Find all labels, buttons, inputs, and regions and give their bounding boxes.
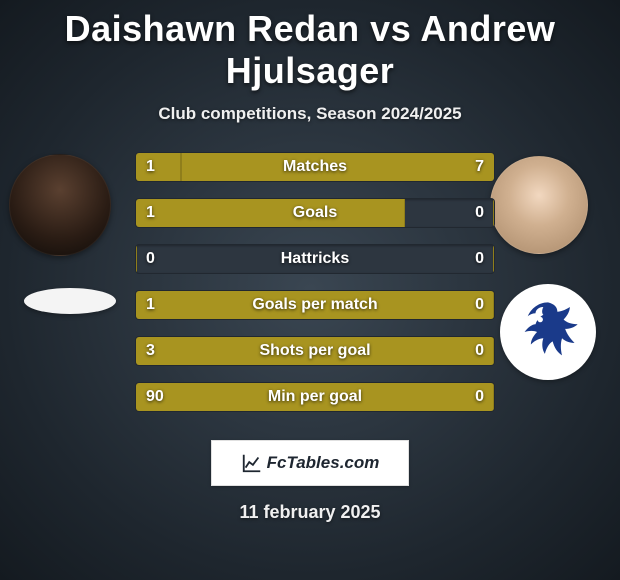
metric-row: 10Goals per match: [135, 290, 495, 320]
metric-fill-left: [136, 245, 137, 273]
metric-fill-left: [136, 199, 405, 227]
brand-text: FcTables.com: [267, 453, 380, 473]
metric-bars: 17Matches10Goals00Hattricks10Goals per m…: [135, 152, 495, 428]
metric-fill-left: [136, 383, 494, 411]
metric-fill-left: [136, 337, 494, 365]
player-left-avatar: [9, 154, 111, 256]
brand-logo: FcTables.com: [241, 452, 380, 474]
metric-row: 30Shots per goal: [135, 336, 495, 366]
date-text: 11 february 2025: [0, 502, 620, 523]
metric-value-right: 0: [465, 245, 494, 273]
metric-row: 10Goals: [135, 198, 495, 228]
chart-icon: [241, 452, 263, 474]
metric-row: 900Min per goal: [135, 382, 495, 412]
metric-fill-left: [136, 153, 181, 181]
metric-fill-right: [493, 337, 494, 365]
comparison-chart: 17Matches10Goals00Hattricks10Goals per m…: [0, 152, 620, 422]
metric-row: 17Matches: [135, 152, 495, 182]
metric-fill-right: [493, 291, 494, 319]
metric-row: 0 0Hattricks: [135, 244, 495, 274]
metric-label: Hattricks: [136, 245, 494, 273]
club-left-logo: [24, 288, 116, 314]
metric-fill-right: [493, 199, 494, 227]
metric-fill-right: [493, 383, 494, 411]
metric-value-left: 0: [136, 245, 165, 273]
page-title: Daishawn Redan vs Andrew Hjulsager: [0, 0, 620, 92]
metric-value-right: 0: [465, 199, 494, 227]
metric-fill-right: [493, 245, 494, 273]
metric-fill-left: [136, 291, 494, 319]
club-right-logo: [500, 284, 596, 380]
brand-box: FcTables.com: [211, 440, 409, 486]
metric-fill-right: [181, 153, 494, 181]
player-right-avatar: [490, 156, 588, 254]
club-right-icon: [509, 293, 587, 371]
subtitle: Club competitions, Season 2024/2025: [0, 104, 620, 124]
